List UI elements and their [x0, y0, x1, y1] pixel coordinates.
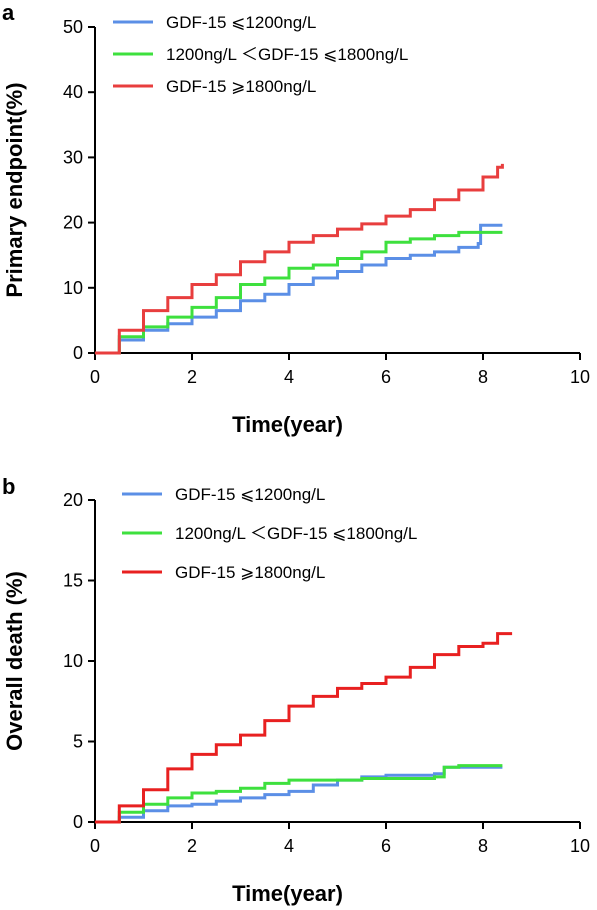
panel-a-y-tick-label: 40: [63, 82, 83, 102]
panel-b-y-axis-title: Overall death (%): [2, 571, 27, 751]
panel-a-letter: a: [2, 0, 15, 25]
panel-b-x-tick-label: 2: [187, 836, 197, 856]
panel-b-x-tick-label: 10: [570, 836, 590, 856]
panel-a-y-tick-label: 10: [63, 278, 83, 298]
panel-b-x-tick-label: 6: [381, 836, 391, 856]
panel-a-y-tick-label: 0: [73, 343, 83, 363]
panel-b-x-tick-label: 8: [478, 836, 488, 856]
panel-b-x-tick-label: 0: [90, 836, 100, 856]
panel-a-x-tick-label: 6: [381, 367, 391, 387]
panel-a-x-tick-label: 0: [90, 367, 100, 387]
panel-b-series-line-3: [95, 632, 513, 824]
panel-b-letter: b: [2, 474, 15, 499]
panel-b-series-line-1: [95, 765, 503, 824]
panel-b-y-tick-label: 15: [63, 571, 83, 591]
panel-a-y-tick-label: 50: [63, 17, 83, 37]
panel-a-y-tick-label: 20: [63, 213, 83, 233]
panel-b-y-tick-label: 5: [73, 732, 83, 752]
panel-b-x-axis-title: Time(year): [232, 881, 343, 906]
panel-a-y-tick-label: 30: [63, 147, 83, 167]
panel-a-x-tick-label: 8: [478, 367, 488, 387]
panel-a-x-tick-label: 2: [187, 367, 197, 387]
panel-b-y-tick-label: 0: [73, 812, 83, 832]
panel-a-legend-label-1: GDF-15 ⩽1200ng/L: [166, 13, 316, 32]
panel-b-legend-label-2: 1200ng/L ＜GDF-15 ⩽1800ng/L: [175, 524, 417, 543]
panel-b-legend-label-3: GDF-15 ⩾1800ng/L: [175, 563, 325, 582]
panel-a-x-axis-title: Time(year): [232, 412, 343, 437]
panel-a-y-axis-title: Primary endpoint(%): [2, 82, 27, 297]
panel-b-y-tick-label: 10: [63, 651, 83, 671]
panel-a-x-tick-label: 4: [284, 367, 294, 387]
panel-a-series-line-1: [95, 223, 503, 355]
panel-b-y-tick-label: 20: [63, 490, 83, 510]
panel-b-series-line-2: [95, 764, 503, 824]
panel-a-series-line-2: [95, 230, 503, 355]
panel-b-legend-label-1: GDF-15 ⩽1200ng/L: [175, 485, 325, 504]
panel-a-x-tick-label: 10: [570, 367, 590, 387]
panel-b-x-tick-label: 4: [284, 836, 294, 856]
panel-a-series-line-3: [95, 163, 504, 355]
panel-a-legend-label-3: GDF-15 ⩾1800ng/L: [166, 77, 316, 96]
panel-a-legend-label-2: 1200ng/L ＜GDF-15 ⩽1800ng/L: [166, 45, 408, 64]
